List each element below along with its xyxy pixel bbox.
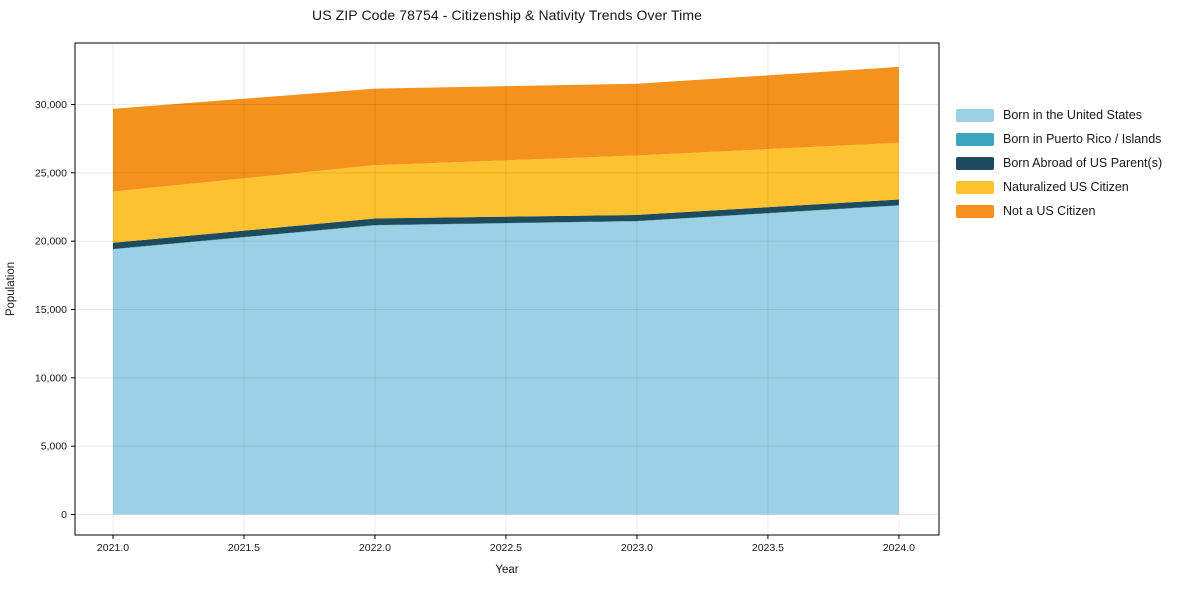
legend-item-born-abroad-us-parents: Born Abroad of US Parent(s) <box>956 151 1162 175</box>
legend-label-not-a-us-citizen: Not a US Citizen <box>1003 204 1096 218</box>
y-tick-label: 10,000 <box>35 372 67 384</box>
area-series-naturalized-us-citizen <box>112 142 899 243</box>
y-tick-label: 25,000 <box>35 167 67 179</box>
x-tick-label: 2021.0 <box>97 542 129 554</box>
x-tick-label: 2024.0 <box>883 542 915 554</box>
legend-item-not-a-us-citizen: Not a US Citizen <box>956 199 1162 223</box>
axes-frame <box>74 42 940 536</box>
area-series-born-in-united-states <box>112 205 899 515</box>
legend-swatch-born-in-puerto-rico-islands <box>956 132 994 146</box>
legend-item-born-in-puerto-rico-islands: Born in Puerto Rico / Islands <box>956 127 1162 151</box>
area-series-not-a-us-citizen <box>112 66 899 192</box>
legend-swatch-not-a-us-citizen <box>956 204 994 218</box>
y-tick-label: 20,000 <box>35 236 67 248</box>
y-tick-label: 15,000 <box>35 304 67 316</box>
legend: Born in the United States Born in Puerto … <box>956 103 1162 223</box>
legend-swatch-born-abroad-us-parents <box>956 156 994 170</box>
legend-item-born-in-united-states: Born in the United States <box>956 103 1162 127</box>
x-tick-label: 2023.5 <box>752 542 784 554</box>
y-tick-label: 30,000 <box>35 99 67 111</box>
chart-title: US ZIP Code 78754 - Citizenship & Nativi… <box>311 7 703 23</box>
x-axis-title: Year <box>495 564 519 576</box>
legend-swatch-naturalized-us-citizen <box>956 180 994 194</box>
legend-label-born-in-puerto-rico-islands: Born in Puerto Rico / Islands <box>1003 132 1162 146</box>
x-tick-label: 2021.5 <box>228 542 260 554</box>
legend-label-born-in-united-states: Born in the United States <box>1003 108 1142 122</box>
y-axis-title: Population <box>5 261 17 317</box>
legend-label-naturalized-us-citizen: Naturalized US Citizen <box>1003 180 1129 194</box>
x-tick-label: 2022.0 <box>359 542 391 554</box>
legend-swatch-born-in-united-states <box>956 108 994 122</box>
area-series-born-abroad-us-parents <box>112 199 899 249</box>
legend-label-born-abroad-us-parents: Born Abroad of US Parent(s) <box>1003 156 1163 170</box>
y-tick-label: 0 <box>61 509 67 521</box>
x-tick-label: 2022.5 <box>490 542 522 554</box>
y-tick-label: 5,000 <box>41 441 67 453</box>
x-tick-label: 2023.0 <box>621 542 653 554</box>
legend-item-naturalized-us-citizen: Naturalized US Citizen <box>956 175 1162 199</box>
